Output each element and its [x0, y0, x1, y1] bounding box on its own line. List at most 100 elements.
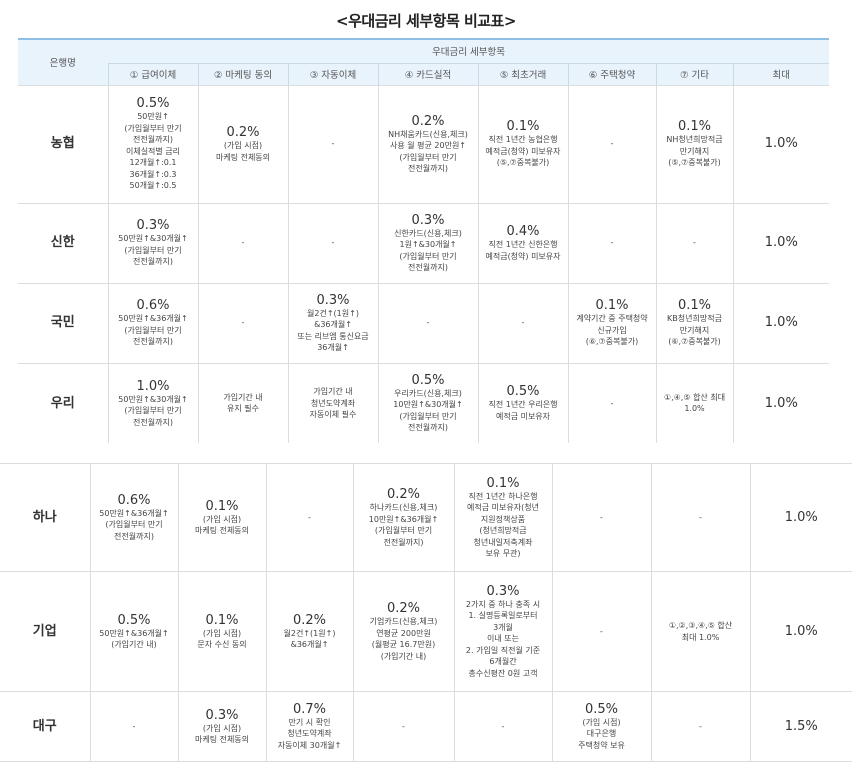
comparison-table-top: 은행명 우대금리 세부항목 ① 급여이체 ② 마케팅 동의 ③ 자동이체 ④ 카… — [18, 38, 830, 443]
condition-text: 월2건↑(1원↑) &36개월↑ — [283, 628, 336, 650]
benefit-cell: - — [197, 282, 288, 363]
condition-text: NH채움카드(신용,체크) 사용 월 평균 20만원↑ (가입월부터 만기 전전… — [388, 129, 468, 174]
condition-text: 하나카드(신용,체크) 10만원↑&36개월↑ (가입월부터 만기 전전월까지) — [368, 503, 439, 547]
condition-text: - — [501, 721, 505, 731]
benefit-cell: 0.1% NH청년희망적금 만기해지 (⑤,⑦중복불가) — [655, 84, 733, 203]
bank-name: 대구 — [0, 691, 90, 762]
benefit-cell: - — [655, 202, 733, 283]
rate-value: 1.0% — [136, 378, 170, 394]
benefit-cell: ①,②,③,④,⑤ 합산 최대 1.0% — [650, 571, 750, 692]
table-row: 국민 0.6% 50만원↑&36개월↑ (가입월부터 만기 전전월까지) -0.3% 월… — [18, 282, 830, 363]
condition-text: 50만원↑&30개월↑ (가입월부터 만기 전전월까지) — [118, 234, 188, 267]
section-gap — [0, 444, 852, 463]
benefit-cell: 0.2% NH채움카드(신용,체크) 사용 월 평균 20만원↑ (가입월부터 만… — [377, 84, 478, 203]
header-col-4: ④ 카드실적 — [377, 62, 478, 85]
benefit-cell: 가입기간 내 청년도약계좌 자동이체 필수 — [287, 362, 378, 443]
condition-text: - — [600, 626, 603, 636]
condition-text: (가입 시점) 대구은행 주택청약 보유 — [578, 717, 625, 750]
header-bank: 은행명 — [18, 38, 108, 85]
bank-name: 신한 — [18, 202, 108, 283]
benefit-cell: - — [551, 571, 651, 692]
max-rate: 1.0% — [749, 463, 852, 572]
table-row: 기업 0.5% 50만원↑&36개월↑ (가입기간 내) 0.1% (가입 시점) 문자… — [0, 571, 852, 692]
bank-name: 기업 — [0, 571, 90, 692]
condition-text: 50만원↑&30개월↑ (가입월부터 만기 전전월까지) — [118, 394, 188, 427]
comparison-table-bottom: 하나 0.6% 50만원↑&36개월↑ (가입월부터 만기 전전월까지) 0.1% (가… — [0, 463, 852, 762]
bank-name: 국민 — [18, 282, 108, 363]
table-row: 하나 0.6% 50만원↑&36개월↑ (가입월부터 만기 전전월까지) 0.1% (가… — [0, 463, 852, 572]
benefit-cell: 0.3% 50만원↑&30개월↑ (가입월부터 만기 전전월까지) — [107, 202, 198, 283]
bank-name: 농협 — [18, 84, 108, 203]
rate-value: 0.3% — [316, 292, 350, 308]
benefit-cell: - — [453, 691, 552, 762]
bank-name: 우리 — [18, 362, 108, 443]
benefit-cell: 0.3% 2가지 중 하나 충족 시 1. 실명등록일로부터 3개월 이내 또는 … — [453, 571, 552, 692]
max-rate: 1.0% — [749, 571, 852, 692]
table-row: 대구 -0.3% (가입 시점) 마케팅 전체동의 0.7% 만기 시 확인 청년도약계… — [0, 691, 852, 762]
rate-value: 0.3% — [411, 212, 445, 228]
condition-text: 신한카드(신용,체크) 1원↑&30개월↑ (가입월부터 만기 전전월까지) — [394, 228, 462, 273]
rate-value: 0.1% — [486, 475, 520, 491]
benefit-cell: - — [377, 282, 478, 363]
condition-text: - — [241, 238, 245, 248]
condition-text: (가입 시점) 마케팅 전체동의 — [194, 514, 250, 536]
condition-text: 직전 1년간 하나은행 예적금 미보유자(청년 지원정책상품 (청년희망적금 청… — [467, 491, 539, 559]
table-row: 우리 1.0% 50만원↑&30개월↑ (가입월부터 만기 전전월까지) 가입기간 내… — [18, 362, 830, 443]
condition-text: - — [699, 721, 702, 731]
benefit-cell: - — [287, 84, 378, 203]
benefit-cell: 0.2% 하나카드(신용,체크) 10만원↑&36개월↑ (가입월부터 만기 전전… — [352, 463, 454, 572]
rate-value: 0.4% — [506, 224, 540, 239]
benefit-cell: 0.5% 50만원↑ (가입월부터 만기 전전월까지) 이체실적별 금리 12개월… — [107, 84, 198, 203]
rate-value: 0.3% — [136, 218, 170, 234]
max-rate: 1.5% — [749, 691, 852, 762]
header-col-6: ⑥ 주택청약 — [567, 62, 656, 85]
condition-text: 계약기간 중 주택청약 신규가입 (⑥,⑦중복불가) — [576, 314, 648, 347]
benefit-cell: 0.1% 직전 1년간 하나은행 예적금 미보유자(청년 지원정책상품 (청년희망… — [453, 463, 552, 572]
benefit-cell: 0.2% 기업카드(신용,체크) 연평균 200만원 (월평균 16.7만원) (… — [352, 571, 454, 692]
rate-value: 0.2% — [411, 113, 445, 129]
max-rate: 1.0% — [732, 362, 830, 443]
header-col-5: ⑤ 최초거래 — [477, 62, 568, 85]
benefit-cell: - — [287, 202, 378, 283]
rate-value: 0.1% — [595, 298, 629, 314]
condition-text: - — [426, 318, 430, 328]
benefit-cell: 0.4% 직전 1년간 신한은행 예적금(청약) 미보유자 — [477, 202, 568, 283]
benefit-cell: - — [567, 84, 656, 203]
rate-value: 0.2% — [226, 125, 260, 140]
condition-text: - — [521, 318, 525, 328]
condition-text: 직전 1년간 신한은행 예적금(청약) 미보유자 — [485, 240, 561, 261]
rate-value: 0.3% — [205, 707, 239, 723]
benefit-cell: 0.3% (가입 시점) 마케팅 전체동의 — [177, 691, 266, 762]
condition-text: 월2건↑(1원↑) &36개월↑ 또는 리브엠 통신요금 36개월↑ — [297, 308, 369, 353]
rate-value: 0.1% — [506, 119, 540, 135]
condition-text: 50만원↑&36개월↑ (가입기간 내) — [99, 628, 169, 650]
rate-value: 0.2% — [292, 612, 327, 628]
condition-text: ①,②,③,④,⑤ 합산 최대 1.0% — [668, 621, 733, 642]
benefit-cell: 0.1% (가입 시점) 문자 수신 동의 — [177, 571, 266, 692]
benefit-cell: 0.2% (가입 시점) 마케팅 전체동의 — [197, 84, 288, 203]
benefit-cell: - — [89, 691, 178, 762]
benefit-cell: - — [567, 202, 656, 283]
benefit-cell: 가입기간 내 유지 필수 — [197, 362, 288, 443]
condition-text: - — [241, 318, 245, 328]
benefit-cell: 0.7% 만기 시 확인 청년도약계좌 자동이체 30개월↑ — [265, 691, 353, 762]
rate-value: 0.1% — [677, 298, 712, 314]
condition-text: (가입 시점) 마케팅 전체동의 — [215, 141, 271, 162]
benefit-cell: 0.1% 계약기간 중 주택청약 신규가입 (⑥,⑦중복불가) — [567, 282, 656, 363]
benefit-cell: - — [352, 691, 454, 762]
rate-value: 0.7% — [292, 701, 327, 717]
benefit-cell: 0.5% 50만원↑&36개월↑ (가입기간 내) — [89, 571, 178, 692]
benefit-cell: - — [650, 463, 750, 572]
benefit-cell: - — [650, 691, 750, 762]
condition-text: - — [610, 139, 614, 149]
condition-text: KB청년희망적금 만기해지 (⑥,⑦중복불가) — [667, 314, 722, 347]
benefit-cell: 0.3% 신한카드(신용,체크) 1원↑&30개월↑ (가입월부터 만기 전전월까… — [377, 202, 478, 283]
benefit-cell: 0.2% 월2건↑(1원↑) &36개월↑ — [265, 571, 353, 692]
rate-value: 0.3% — [486, 583, 520, 599]
benefit-cell: 0.5% 직전 1년간 우리은행 예적금 미보유자 — [477, 362, 568, 443]
benefit-cell: 0.1% 직전 1년간 농협은행 예적금(청약) 미보유자 (⑤,⑦중복불가) — [477, 84, 568, 203]
condition-text: 만기 시 확인 청년도약계좌 자동이체 30개월↑ — [277, 717, 342, 750]
benefit-cell: - — [551, 463, 651, 572]
condition-text: - — [331, 139, 335, 149]
rate-value: 0.1% — [205, 498, 239, 514]
